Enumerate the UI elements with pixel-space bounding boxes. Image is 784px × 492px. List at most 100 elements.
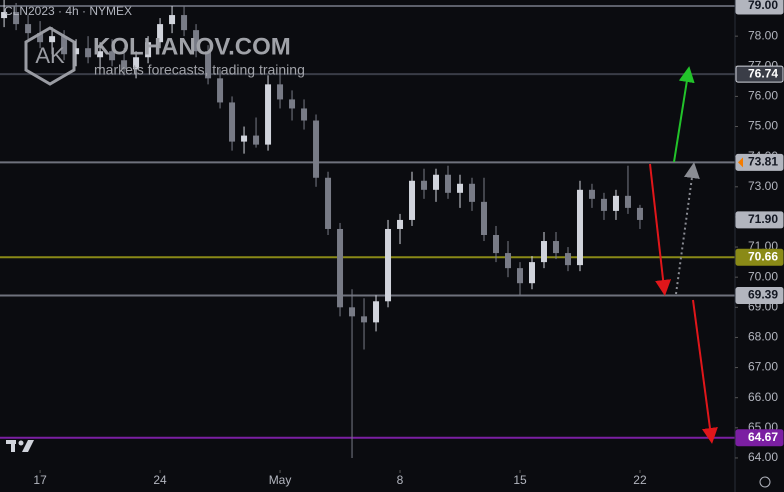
candle-body — [253, 135, 260, 145]
candle-body — [492, 235, 499, 254]
candle-body — [552, 241, 559, 254]
x-tick-label: May — [269, 473, 292, 487]
candle-body — [409, 180, 416, 220]
candle-body — [624, 195, 631, 208]
candle-body — [421, 180, 428, 190]
candle-body — [504, 253, 511, 269]
candle-body — [217, 78, 224, 103]
candle-body — [169, 15, 176, 25]
last-price-tag — [735, 211, 784, 229]
level-tag — [735, 65, 784, 83]
candle-body — [193, 30, 200, 52]
y-tick-label: 68.00 — [748, 330, 778, 344]
candle-body — [181, 15, 188, 31]
symbol-title: CLN2023 · 4h · NYMEX — [4, 4, 132, 18]
y-tick-label: 75.00 — [748, 119, 778, 133]
candle-body — [265, 84, 272, 145]
candle-body — [229, 102, 236, 142]
logo-part — [22, 440, 34, 452]
candle-body — [145, 42, 152, 58]
candle-body — [385, 228, 392, 302]
candle-body — [61, 36, 68, 55]
logo-text: AK — [35, 43, 65, 68]
x-tick-label: 8 — [397, 473, 404, 487]
level-tag-label: 70.66 — [748, 249, 778, 263]
candle-body — [205, 51, 212, 79]
x-tick-label: 24 — [153, 473, 167, 487]
y-tick-label: 70.00 — [748, 269, 778, 283]
level-tag — [735, 287, 784, 305]
candle-body — [397, 219, 404, 229]
y-tick-label: 67.00 — [748, 360, 778, 374]
candle-body — [109, 51, 116, 61]
candle-body — [576, 189, 583, 266]
candle-body — [337, 228, 344, 308]
candle-body — [313, 120, 320, 178]
candle-body — [85, 48, 92, 58]
candle-body — [469, 183, 476, 202]
candle-body — [433, 174, 440, 190]
candle-body — [133, 57, 140, 70]
y-tick-label: 78.00 — [748, 28, 778, 42]
candle-body — [540, 241, 547, 263]
level-tag — [735, 429, 784, 447]
candle-body — [241, 135, 248, 142]
watermark: AK KOLHANOV.COM markets forecasts, tradi… — [24, 26, 305, 86]
candle-body — [588, 189, 595, 199]
level-tag — [735, 248, 784, 266]
alert-marker — [738, 157, 743, 168]
arrow-down — [649, 163, 672, 296]
candle-body — [481, 201, 488, 235]
candle-body — [528, 262, 535, 284]
last-price-tag-label: 71.90 — [748, 212, 778, 226]
level-tag-label: 76.74 — [748, 66, 778, 80]
y-tick-label: 64.00 — [748, 450, 778, 464]
logo-part — [11, 440, 15, 452]
level-tag-label: 73.81 — [748, 155, 778, 169]
arrow-up — [673, 66, 695, 163]
annotation-arrows — [649, 66, 718, 444]
logo-part — [18, 440, 24, 446]
candle-body — [636, 207, 643, 220]
arrow-dashed — [675, 162, 700, 295]
candle-body — [445, 174, 452, 193]
arrow-down — [692, 299, 718, 444]
candle-body — [25, 24, 32, 34]
level-tag-label: 64.67 — [748, 430, 778, 444]
candle-body — [73, 48, 80, 55]
candle-body — [277, 84, 284, 100]
candle-body — [564, 253, 571, 266]
logo-frame — [24, 26, 76, 86]
tv-logo — [6, 440, 34, 452]
y-tick-label: 73.00 — [748, 179, 778, 193]
candle-body — [1, 12, 8, 19]
candle-body — [361, 316, 368, 323]
candle-body — [600, 198, 607, 211]
candle-body — [121, 60, 128, 70]
candle-body — [289, 99, 296, 109]
x-tick-label: 22 — [633, 473, 647, 487]
level-tag-label: 69.39 — [748, 288, 778, 302]
candle-body — [157, 24, 164, 43]
candle-body — [373, 301, 380, 323]
candle-body — [49, 36, 56, 43]
candle-body — [612, 195, 619, 211]
brand: KOLHANOV.COM — [93, 33, 291, 60]
settings-icon[interactable] — [759, 476, 771, 488]
level-tag-label: 79.00 — [748, 0, 778, 12]
candle-body — [37, 33, 44, 43]
candle-body — [516, 268, 523, 284]
plot-area — [0, 0, 735, 458]
y-tick-label: 76.00 — [748, 89, 778, 103]
x-tick-label: 15 — [513, 473, 527, 487]
candle-body — [301, 108, 308, 121]
tagline: markets forecasts, trading training — [94, 62, 305, 78]
y-tick-label: 66.00 — [748, 390, 778, 404]
level-tag — [735, 153, 784, 171]
candle-body — [13, 12, 20, 25]
candle-body — [325, 177, 332, 229]
candle-body — [457, 183, 464, 193]
candle-body — [349, 307, 356, 317]
